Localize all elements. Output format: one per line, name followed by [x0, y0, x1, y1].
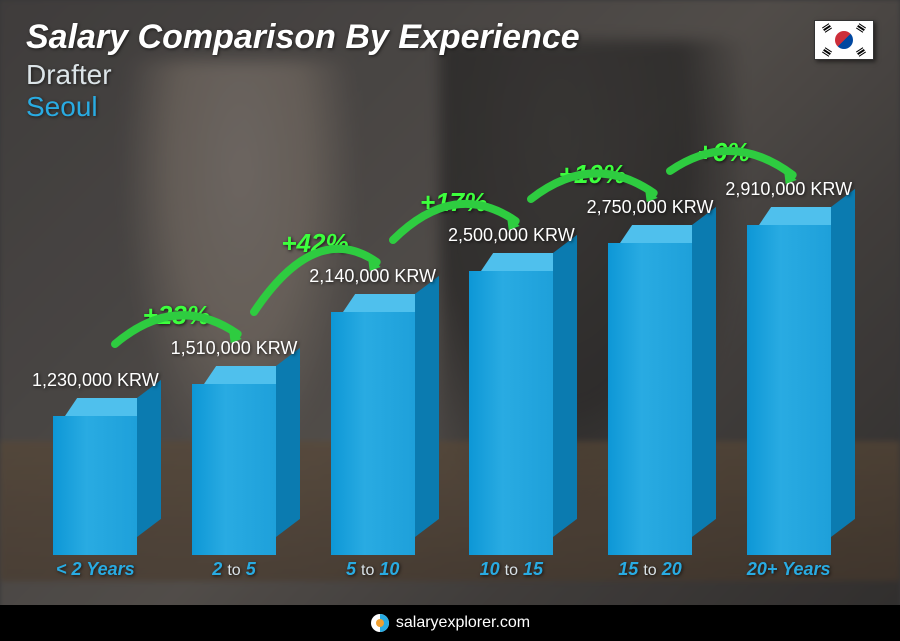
footer-text: salaryexplorer.com — [396, 614, 530, 632]
pct-increase-label: +17% — [420, 187, 487, 218]
x-axis-label: 15 to 20 — [581, 559, 720, 585]
bar-3: 2,500,000 KRW — [442, 271, 581, 555]
bar-4: 2,750,000 KRW — [581, 243, 720, 555]
x-axis-label: 20+ Years — [719, 559, 858, 585]
chart-title: Salary Comparison By Experience — [26, 18, 874, 57]
bar-value-label: 2,910,000 KRW — [725, 179, 852, 200]
bar-value-label: 2,140,000 KRW — [309, 266, 436, 287]
chart-location: Seoul — [26, 91, 874, 123]
footer: salaryexplorer.com — [0, 605, 900, 641]
pct-increase-label: +42% — [281, 228, 348, 259]
pct-increase-label: +10% — [559, 159, 626, 190]
chart-container: Salary Comparison By Experience Drafter … — [0, 0, 900, 641]
x-axis-label: 5 to 10 — [303, 559, 442, 585]
bar-2: 2,140,000 KRW — [303, 312, 442, 555]
x-axis-label: 2 to 5 — [165, 559, 304, 585]
pct-increase-label: +23% — [143, 300, 210, 331]
bar-value-label: 2,500,000 KRW — [448, 225, 575, 246]
x-axis-label: < 2 Years — [26, 559, 165, 585]
bar-chart: 1,230,000 KRW1,510,000 KRW2,140,000 KRW2… — [26, 120, 858, 585]
chart-subtitle: Drafter — [26, 59, 874, 91]
bar-1: 1,510,000 KRW — [165, 384, 304, 555]
bar-0: 1,230,000 KRW — [26, 416, 165, 555]
bar-value-label: 1,230,000 KRW — [32, 370, 159, 391]
x-axis-label: 10 to 15 — [442, 559, 581, 585]
pct-increase-label: +6% — [697, 137, 750, 168]
bar-value-label: 1,510,000 KRW — [171, 338, 298, 359]
bar-value-label: 2,750,000 KRW — [587, 197, 714, 218]
footer-logo-icon — [370, 613, 390, 633]
bar-5: 2,910,000 KRW — [719, 225, 858, 555]
flag-south-korea — [814, 20, 874, 60]
